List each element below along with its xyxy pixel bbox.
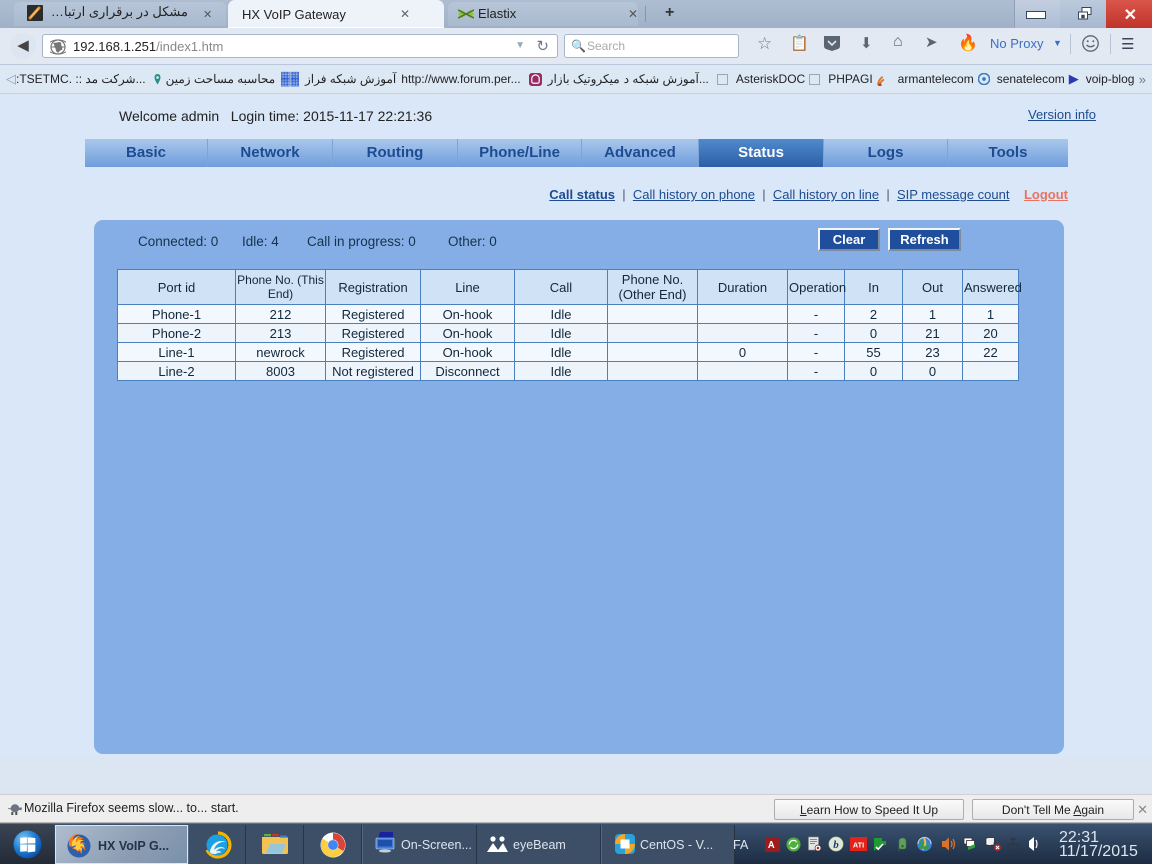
svg-text:b: b [833, 839, 839, 851]
svg-text:ATI: ATI [853, 841, 864, 850]
